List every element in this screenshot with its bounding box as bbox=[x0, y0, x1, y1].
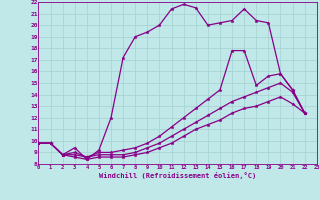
X-axis label: Windchill (Refroidissement éolien,°C): Windchill (Refroidissement éolien,°C) bbox=[99, 172, 256, 179]
